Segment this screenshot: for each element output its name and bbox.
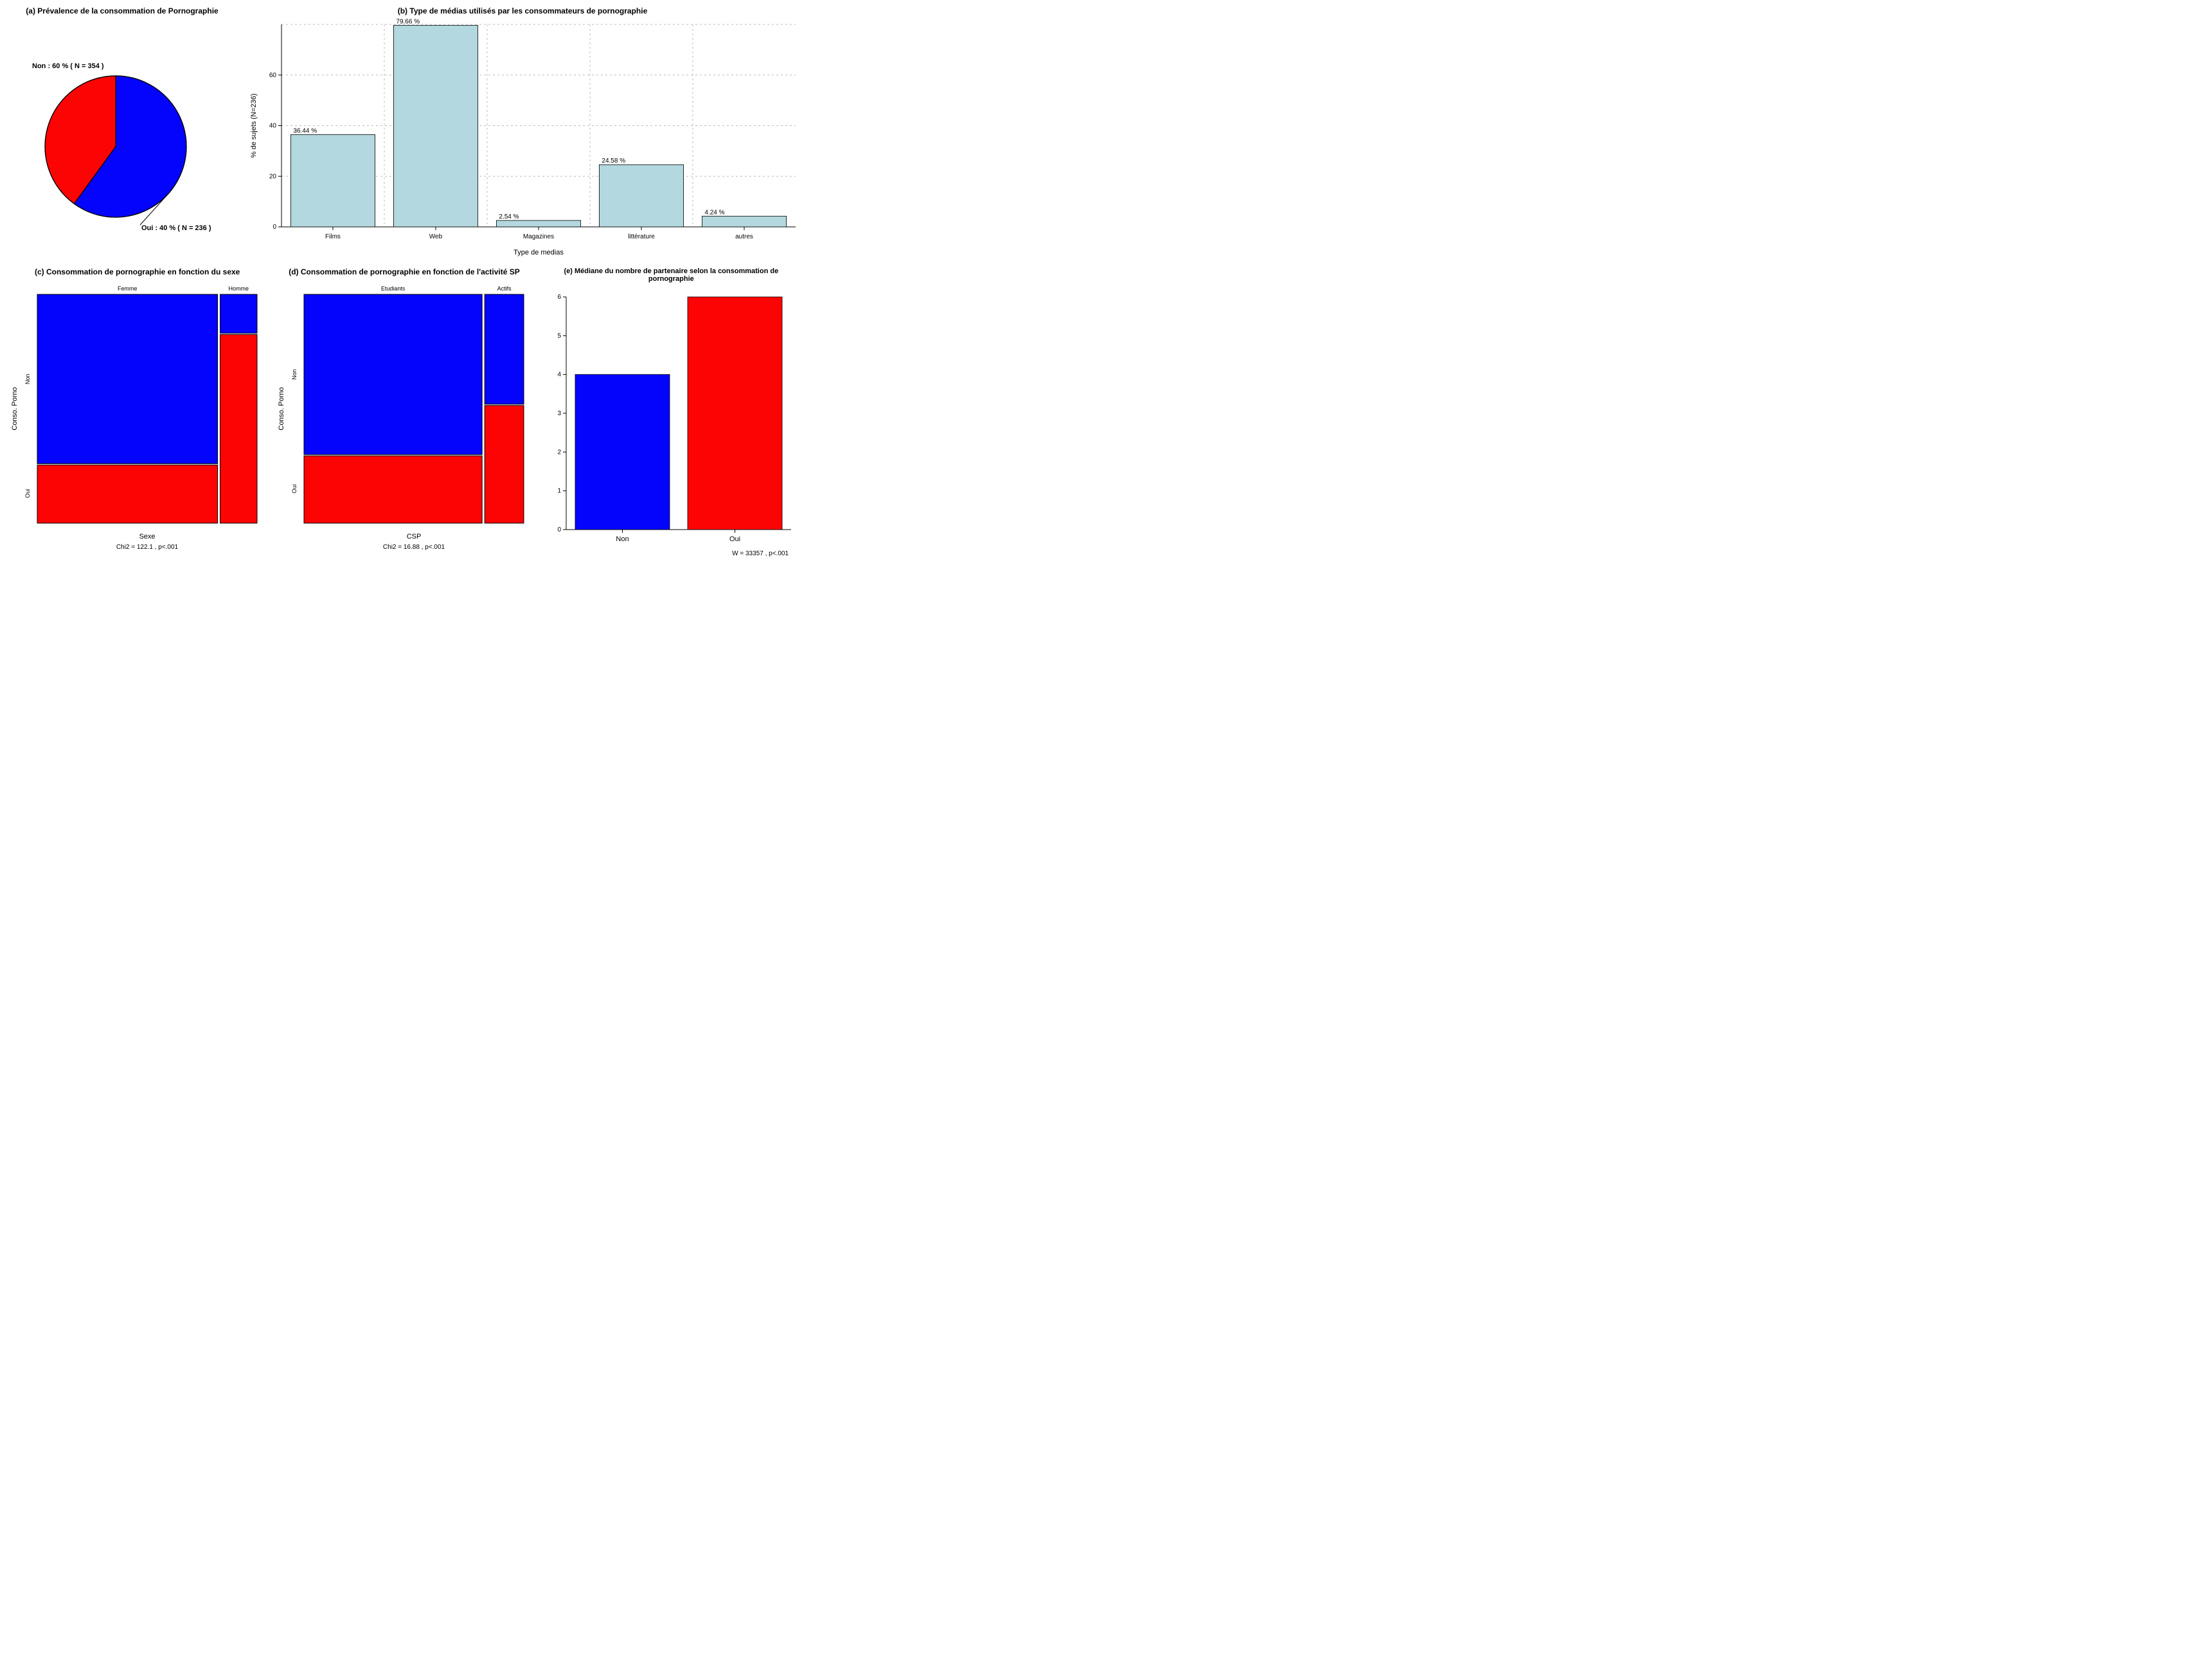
bar-cat-0: Films: [325, 233, 341, 240]
panel-c-mosaic-title: (c) Consommation de pornographie en fonc…: [6, 267, 268, 276]
d-mosaic-cell-oui-0: [304, 456, 482, 523]
bar-cat-4: autres: [735, 233, 753, 240]
bottom-row: (c) Consommation de pornographie en fonc…: [6, 267, 802, 562]
svg-text:0: 0: [557, 526, 561, 533]
c-mosaic-cell-oui-1: [220, 335, 257, 523]
svg-text:6: 6: [557, 294, 561, 301]
bar-littérature: [599, 165, 683, 227]
panel-b-xlabel: Type de medias: [513, 249, 564, 256]
c-mosaic-col-label-0: Femme: [118, 285, 138, 292]
c-mosaic-stat: Chi2 = 122.1 , p<.001: [116, 544, 179, 551]
svg-text:1: 1: [557, 488, 561, 495]
panel-a-pie: (a) Prévalence de la consommation de Por…: [6, 6, 238, 262]
d-mosaic-row-non: Non: [291, 369, 298, 380]
bar-autres: [702, 216, 786, 227]
bar-value-4: 4.24 %: [704, 209, 724, 216]
bar-value-2: 2.54 %: [499, 213, 519, 220]
c-mosaic-ylabel: Conso. Porno: [11, 387, 19, 430]
svg-text:60: 60: [269, 72, 277, 79]
panel-a-title: (a) Prévalence de la consommation de Por…: [6, 6, 238, 15]
bar-magazines: [496, 220, 580, 227]
c-mosaic-cell-non-0: [37, 294, 218, 463]
median-bar-oui: [688, 297, 782, 530]
d-mosaic-cell-non-1: [485, 294, 524, 404]
c-mosaic-cell-non-1: [220, 294, 257, 334]
panel-e-bars: (e) Médiane du nombre de partenaire selo…: [540, 267, 802, 562]
bar-cat-2: Magazines: [523, 233, 554, 240]
svg-text:2: 2: [557, 449, 561, 456]
median-bar-non: [575, 375, 670, 530]
svg-text:0: 0: [272, 224, 276, 231]
pie-label-oui: Oui : 40 % ( N = 236 ): [141, 224, 211, 232]
median-cat-1: Oui: [729, 535, 740, 543]
bar-films: [290, 135, 375, 227]
c-mosaic-col-label-1: Homme: [229, 285, 249, 292]
bar-value-3: 24.58 %: [602, 157, 625, 165]
bar-value-0: 36.44 %: [293, 128, 317, 135]
panel-b-ylabel: % de sujets (N=236): [250, 94, 258, 158]
d-mosaic-stat: Chi2 = 16.88 , p<.001: [383, 544, 445, 551]
panel-e-title: (e) Médiane du nombre de partenaire selo…: [540, 267, 802, 283]
svg-text:4: 4: [557, 371, 561, 379]
d-mosaic-cell-oui-1: [485, 406, 524, 523]
c-mosaic-row-oui: Oui: [24, 489, 31, 498]
panel-d-mosaic-title: (d) Consommation de pornographie en fonc…: [273, 267, 535, 276]
c-mosaic-row-non: Non: [24, 373, 31, 384]
c-mosaic-xlabel: Sexe: [139, 533, 155, 541]
bar-value-1: 79.66 %: [396, 18, 420, 25]
svg-text:3: 3: [557, 410, 561, 417]
panel-e-stat: W = 33357 , p<.001: [732, 550, 789, 557]
d-mosaic-ylabel: Conso. Porno: [278, 387, 285, 430]
median-cat-0: Non: [616, 535, 629, 543]
svg-text:5: 5: [557, 332, 561, 339]
c-mosaic-cell-oui-0: [37, 465, 218, 523]
bar-cat-1: Web: [429, 233, 443, 240]
pie-label-non: Non : 60 % ( N = 354 ): [32, 62, 104, 70]
panel-c-mosaic: (c) Consommation de pornographie en fonc…: [6, 267, 268, 562]
d-mosaic-row-oui: Oui: [291, 485, 298, 494]
svg-text:20: 20: [269, 173, 277, 180]
d-mosaic-cell-non-0: [304, 294, 482, 454]
panel-b-bars: (b) Type de médias utilisés par les cons…: [243, 6, 802, 262]
bar-web: [393, 25, 478, 227]
d-mosaic-col-label-0: Etudiants: [381, 285, 406, 292]
d-mosaic-xlabel: CSP: [407, 533, 422, 541]
panel-b-title: (b) Type de médias utilisés par les cons…: [243, 6, 802, 15]
bar-cat-3: littérature: [628, 233, 655, 240]
svg-text:40: 40: [269, 123, 277, 130]
panel-d-mosaic: (d) Consommation de pornographie en fonc…: [273, 267, 535, 562]
d-mosaic-col-label-1: Actifs: [497, 285, 512, 292]
